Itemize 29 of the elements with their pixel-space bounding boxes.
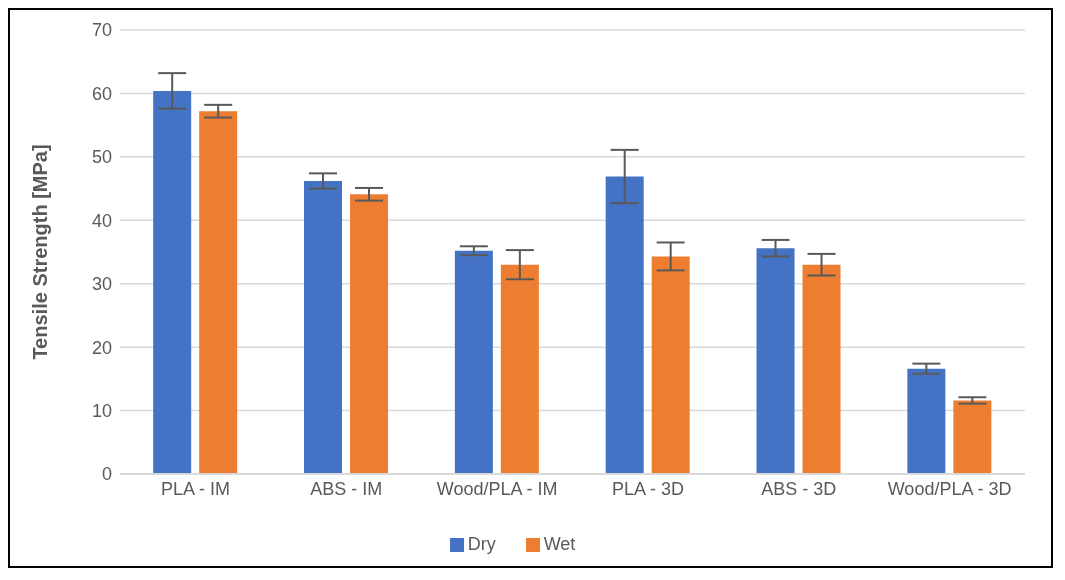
bar bbox=[199, 111, 238, 474]
x-tick-label: Wood/PLA - 3D bbox=[887, 478, 1012, 499]
y-tick-label: 20 bbox=[91, 337, 112, 358]
y-tick-label: 50 bbox=[91, 147, 112, 168]
y-tick-label: 70 bbox=[91, 20, 112, 41]
bar bbox=[153, 90, 192, 474]
x-tick-label: ABS - IM bbox=[310, 478, 383, 499]
bar bbox=[907, 368, 946, 474]
bar bbox=[304, 180, 343, 474]
x-tick-label: PLA - 3D bbox=[611, 478, 684, 499]
x-tick-label: PLA - IM bbox=[160, 478, 230, 499]
y-tick-label: 40 bbox=[91, 210, 112, 231]
bar bbox=[350, 194, 389, 474]
bar bbox=[500, 264, 539, 474]
x-tick-label: ABS - 3D bbox=[761, 478, 837, 499]
y-tick-label: 30 bbox=[91, 274, 112, 295]
y-tick-label: 0 bbox=[101, 464, 112, 485]
bar bbox=[651, 256, 690, 474]
y-tick-label: 60 bbox=[91, 83, 112, 104]
y-axis-title: Tensile Strength [MPa] bbox=[29, 144, 52, 360]
bar bbox=[605, 176, 644, 474]
bar bbox=[454, 250, 493, 474]
legend-label: Wet bbox=[543, 534, 576, 554]
bar bbox=[802, 264, 841, 474]
x-tick-label: Wood/PLA - IM bbox=[436, 478, 558, 499]
legend-label: Dry bbox=[467, 534, 496, 554]
bar bbox=[953, 400, 992, 474]
bar bbox=[756, 248, 795, 474]
y-tick-label: 10 bbox=[91, 400, 112, 421]
